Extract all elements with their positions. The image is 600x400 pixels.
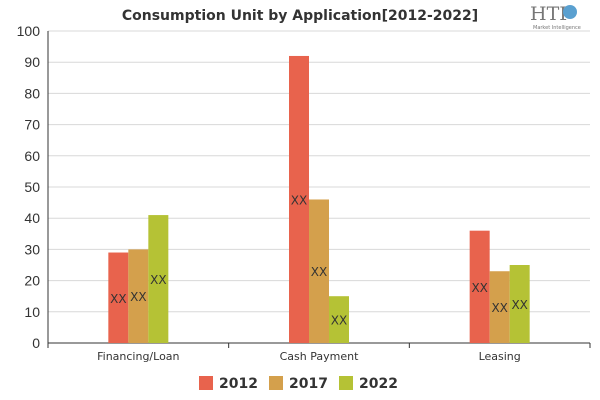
- y-tick-label: 80: [24, 85, 40, 101]
- logo-subtext: Market Intelligence: [533, 25, 581, 31]
- htf-logo: HTF Market Intelligence: [530, 3, 581, 31]
- data-label: XX: [110, 292, 126, 306]
- x-category-label: Cash Payment: [280, 350, 359, 363]
- bar: [309, 199, 329, 343]
- data-labels: XX XX XX XX XX XX XX XX XX: [110, 193, 528, 327]
- legend-swatch: [199, 376, 213, 390]
- data-label: XX: [150, 273, 166, 287]
- bar: [489, 271, 510, 343]
- bar: [289, 55, 309, 344]
- y-tick-label: 100: [17, 23, 41, 39]
- data-label: XX: [291, 193, 307, 207]
- logo-globe-icon: [563, 5, 577, 19]
- data-label: XX: [491, 301, 507, 315]
- x-axis: Financing/Loan Cash Payment Leasing: [47, 343, 591, 363]
- bar: [509, 265, 530, 343]
- bar: [329, 296, 349, 343]
- y-tick-label: 30: [24, 241, 40, 257]
- legend-label: 2017: [289, 376, 328, 392]
- legend-swatch: [339, 376, 353, 390]
- chart-title: Consumption Unit by Application[2012-202…: [122, 8, 478, 24]
- data-label: XX: [311, 265, 327, 279]
- x-category-label: Leasing: [479, 350, 521, 363]
- logo-text: HTF: [530, 3, 572, 25]
- data-label: XX: [471, 281, 487, 295]
- y-tick-label: 10: [24, 304, 40, 320]
- y-tick-label: 60: [24, 148, 40, 164]
- y-tick-label: 0: [32, 335, 40, 351]
- bar: [108, 252, 129, 343]
- y-tick-label: 20: [24, 273, 40, 289]
- bar: [148, 215, 169, 343]
- y-axis: 0 10 20 30 40 50 60 70 80 90 100: [17, 23, 49, 351]
- legend-label: 2022: [359, 376, 398, 392]
- data-label: XX: [130, 290, 146, 304]
- data-label: XX: [331, 314, 347, 328]
- bar: [128, 249, 149, 343]
- bars: [108, 55, 530, 344]
- y-tick-label: 50: [24, 179, 40, 195]
- data-label: XX: [511, 298, 527, 312]
- bar: [469, 230, 490, 343]
- legend: 2012 2017 2022: [199, 376, 398, 392]
- y-tick-label: 70: [24, 117, 40, 133]
- y-tick-label: 90: [24, 54, 40, 70]
- y-tick-label: 40: [24, 210, 40, 226]
- legend-label: 2012: [219, 376, 258, 392]
- x-category-label: Financing/Loan: [97, 350, 179, 363]
- legend-swatch: [269, 376, 283, 390]
